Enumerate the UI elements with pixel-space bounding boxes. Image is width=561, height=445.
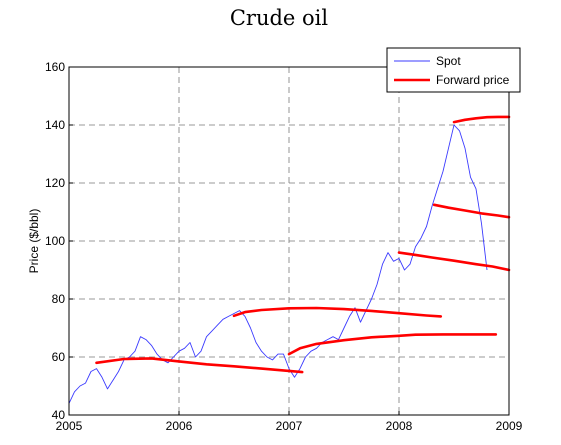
y-tick-label: 100 xyxy=(45,234,65,248)
legend-spot-label: Spot xyxy=(436,54,461,68)
series-forward-curve xyxy=(232,306,443,318)
y-tick-label: 140 xyxy=(45,118,65,132)
series-forward-curve xyxy=(287,333,498,356)
series-spot-line xyxy=(68,124,488,404)
x-tick-label: 2006 xyxy=(166,419,193,433)
series-forward-curve xyxy=(432,203,511,219)
chart-title: Crude oil xyxy=(230,6,329,30)
legend-box xyxy=(386,47,521,93)
y-tick-label: 120 xyxy=(45,176,65,190)
x-tick-label: 2009 xyxy=(496,419,523,433)
legend: Spot Forward price xyxy=(386,47,521,93)
y-tick-label: 60 xyxy=(52,350,66,364)
y-tick-label: 80 xyxy=(52,292,66,306)
series-forward-curve xyxy=(452,115,511,124)
series-forward-curve xyxy=(95,357,304,374)
x-tick-label: 2005 xyxy=(56,419,83,433)
y-tick-label: 160 xyxy=(45,60,65,74)
grid-layer xyxy=(69,67,509,415)
x-tick-label: 2008 xyxy=(386,419,413,433)
series-layer xyxy=(68,115,511,404)
series-forward-curve xyxy=(397,251,511,272)
legend-forward-label: Forward price xyxy=(436,73,510,87)
y-tick-label: 40 xyxy=(52,408,66,422)
tick-layer: 2005 2006 2007 2008 2009 40 60 80 100 120 140 160 xyxy=(45,60,523,433)
y-axis-label: Price ($/bbl) xyxy=(27,209,41,274)
x-tick-label: 2007 xyxy=(276,419,303,433)
